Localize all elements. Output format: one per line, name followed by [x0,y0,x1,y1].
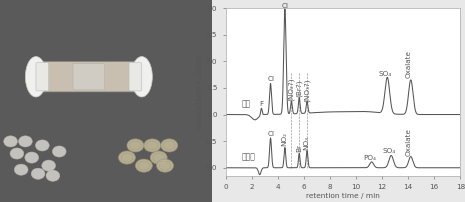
Text: Oxalate: Oxalate [406,127,412,156]
Ellipse shape [31,168,45,179]
Ellipse shape [144,139,161,152]
Ellipse shape [127,139,144,152]
Ellipse shape [161,139,178,152]
Ellipse shape [119,151,135,164]
Ellipse shape [19,136,32,147]
Ellipse shape [4,136,18,147]
Ellipse shape [46,170,60,181]
Ellipse shape [42,160,55,171]
Text: F: F [260,101,264,106]
Ellipse shape [10,148,24,159]
X-axis label: retention time / min: retention time / min [306,193,380,199]
Ellipse shape [26,57,46,97]
FancyBboxPatch shape [73,64,105,90]
Ellipse shape [35,140,49,151]
Text: NO₂: NO₂ [281,133,287,146]
Ellipse shape [25,152,39,163]
Text: (NO₃?): (NO₃?) [304,78,310,102]
Text: Cl: Cl [267,76,274,82]
Text: (NO₂?): (NO₂?) [288,77,294,101]
Text: SO₄: SO₄ [383,148,396,155]
Ellipse shape [14,164,28,175]
Text: (Br?): (Br?) [296,80,302,98]
FancyBboxPatch shape [36,63,49,91]
Ellipse shape [131,57,153,97]
FancyBboxPatch shape [129,63,142,91]
Ellipse shape [53,146,66,157]
Ellipse shape [135,159,153,172]
Text: Cl: Cl [267,131,274,137]
FancyBboxPatch shape [34,62,144,92]
Text: 染料: 染料 [241,99,251,108]
Ellipse shape [150,151,167,164]
Ellipse shape [157,159,173,172]
Text: SO₄: SO₄ [378,71,392,77]
Text: Cl: Cl [282,3,289,9]
Text: Oxalate: Oxalate [406,50,412,78]
Text: PO₄: PO₄ [363,155,376,161]
Text: Br: Br [296,144,302,152]
Text: NO₃: NO₃ [304,136,310,150]
Y-axis label: conductivity / μS/cm: conductivity / μS/cm [197,54,203,130]
Text: 標準液: 標準液 [241,152,255,161]
